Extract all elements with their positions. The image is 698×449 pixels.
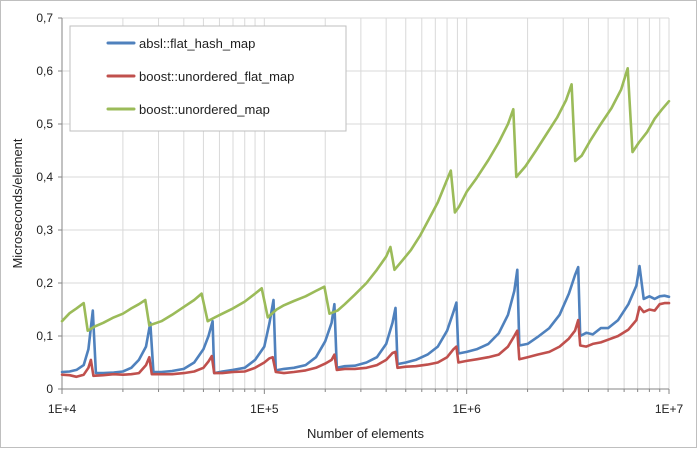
x-tick-label: 1E+5 — [250, 402, 279, 416]
legend-label-2: boost::unordered_flat_map — [139, 69, 294, 84]
y-tick-label: 0 — [46, 382, 53, 396]
legend: absl::flat_hash_mapboost::unordered_flat… — [69, 25, 347, 132]
y-tick-label: 0,4 — [36, 170, 53, 184]
y-tick-label: 0,3 — [36, 223, 53, 237]
legend-label-3: boost::unordered_map — [139, 102, 270, 117]
y-tick-label: 0,1 — [36, 329, 53, 343]
y-axis-title: Microseconds/element — [10, 138, 25, 268]
series-lines — [60, 67, 671, 379]
y-tick-label: 0,6 — [36, 64, 53, 78]
x-axis-title: Number of elements — [307, 426, 425, 441]
y-tick-label: 0,7 — [36, 11, 53, 25]
y-tick-label: 0,5 — [36, 117, 53, 131]
x-tick-label: 1E+7 — [655, 402, 684, 416]
tick-labels: 0 0,1 0,2 0,3 0,4 0,5 0,6 0,7 1E+4 1E+5 1E+6 1E+7 — [36, 11, 683, 416]
series-line-2 — [60, 301, 671, 379]
legend-label-1: absl::flat_hash_map — [139, 36, 255, 51]
x-tick-label: 1E+6 — [452, 402, 481, 416]
y-tick-label: 0,2 — [36, 276, 53, 290]
x-tick-label: 1E+4 — [48, 402, 77, 416]
series-line-3 — [60, 67, 671, 333]
axes — [61, 18, 669, 390]
